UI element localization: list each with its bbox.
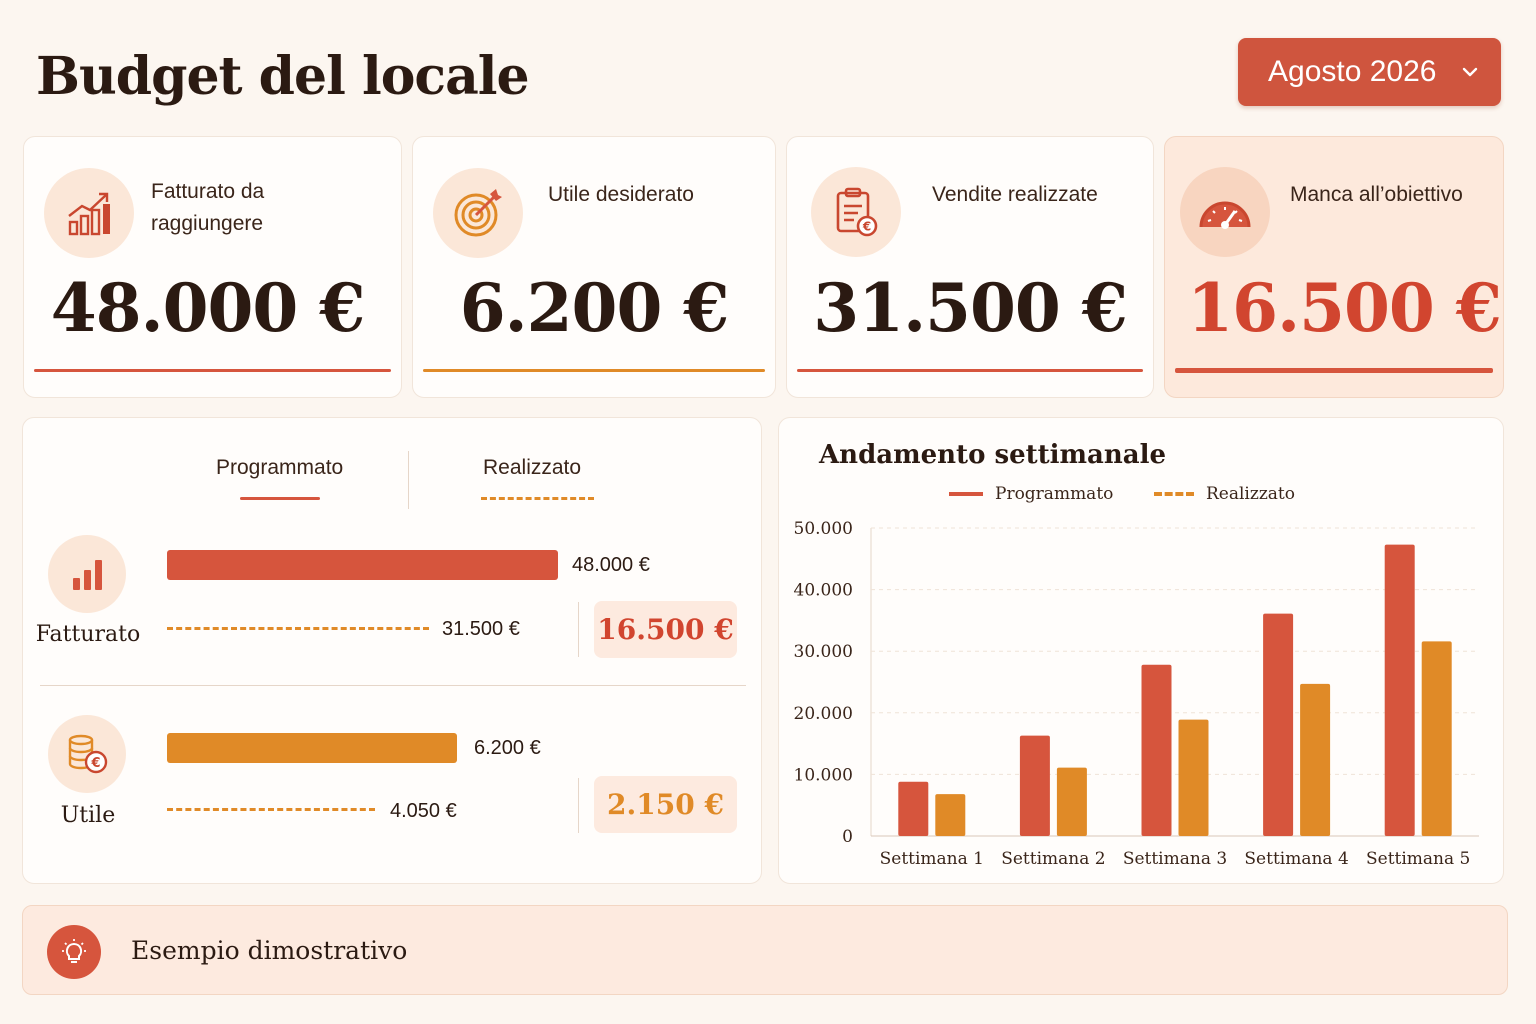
row-divider	[578, 602, 579, 657]
y-tick-label: 0	[842, 827, 853, 847]
kpi-label: Vendite realizzate	[932, 183, 1098, 206]
bar-planned	[1384, 544, 1415, 836]
planned-bar-revenue	[167, 550, 558, 580]
y-tick-label: 50.000	[794, 519, 853, 539]
chart-title: Andamento settimanale	[819, 440, 1167, 470]
actual-amount-profit: 4.050 €	[390, 800, 457, 822]
x-tick-label: Settimana 4	[1244, 849, 1348, 869]
footer-text: Esempio dimostrativo	[131, 936, 408, 965]
bar-actual	[1421, 641, 1452, 836]
actual-amount-revenue: 31.500 €	[442, 618, 520, 640]
row-label-revenue: Fatturato	[35, 622, 141, 647]
kpi-card-remaining-to-goal: Manca all’obiettivo 16.500 €	[1164, 136, 1504, 398]
coins-euro-icon: €	[48, 715, 126, 793]
x-tick-label: Settimana 5	[1366, 849, 1470, 869]
kpi-underline	[1175, 368, 1493, 373]
row-divider	[578, 778, 579, 833]
row-separator	[40, 685, 746, 686]
kpi-label: Utile desiderato	[548, 183, 694, 206]
y-tick-label: 40.000	[794, 581, 853, 601]
bar-planned	[1019, 735, 1050, 836]
month-selector[interactable]: Agosto 2026	[1238, 38, 1501, 106]
comparison-panel: Programmato Realizzato Fatturato 48.000 …	[22, 417, 762, 884]
bar-chart: 0 10.000 20.000 30.000 40.000 50.000 Settimana…	[794, 519, 1479, 869]
tab-divider	[408, 451, 409, 509]
x-tick-label: Settimana 1	[880, 849, 984, 869]
lightbulb-icon	[47, 925, 101, 979]
x-tick-label: Settimana 3	[1123, 849, 1227, 869]
tab-planned-indicator	[240, 497, 320, 500]
planned-bar-profit	[167, 733, 457, 763]
weekly-chart-panel: Andamento settimanale Programmato Realiz…	[778, 417, 1504, 884]
legend-planned-label: Programmato	[995, 484, 1114, 504]
kpi-value: 31.500 €	[813, 269, 1128, 347]
tab-planned[interactable]: Programmato	[216, 456, 344, 479]
footer-note: Esempio dimostrativo	[22, 905, 1508, 995]
month-selector-label: Agosto 2026	[1268, 55, 1437, 88]
legend-planned-swatch	[949, 492, 983, 496]
legend-actual-swatch	[1154, 492, 1194, 496]
actual-line-profit	[167, 808, 375, 811]
kpi-card-sales-achieved: € Vendite realizzate 31.500 €	[786, 136, 1154, 398]
kpi-value: 48.000 €	[50, 269, 366, 347]
target-icon	[433, 168, 523, 258]
tab-actual-indicator	[481, 497, 594, 500]
tab-actual[interactable]: Realizzato	[483, 456, 582, 479]
y-tick-label: 10.000	[794, 765, 853, 785]
bar-planned	[1263, 613, 1294, 836]
chart-trend-icon	[44, 168, 134, 258]
legend-planned: Programmato	[949, 484, 1113, 504]
remaining-badge-revenue: 16.500 €	[594, 601, 737, 658]
kpi-value: 16.500 €	[1187, 269, 1502, 347]
kpi-underline	[34, 369, 391, 372]
kpi-underline	[423, 369, 765, 372]
kpi-card-revenue-target: Fatturato da raggiungere 48.000 €	[23, 136, 402, 398]
svg-text:€: €	[90, 756, 100, 771]
y-tick-label: 30.000	[794, 642, 853, 662]
bar-actual	[1300, 683, 1331, 836]
kpi-card-desired-profit: Utile desiderato 6.200 €	[412, 136, 776, 398]
bar-chart-icon	[48, 535, 126, 613]
planned-amount-revenue: 48.000 €	[572, 554, 650, 576]
bar-actual	[1178, 719, 1209, 836]
page-title: Budget del locale	[36, 46, 530, 107]
kpi-underline	[797, 369, 1143, 372]
kpi-label: Fatturato da raggiungere	[151, 180, 265, 235]
x-tick-label: Settimana 2	[1001, 849, 1105, 869]
bar-planned	[1141, 664, 1172, 836]
remaining-badge-profit: 2.150 €	[594, 776, 737, 833]
y-tick-label: 20.000	[794, 704, 853, 724]
clipboard-euro-icon: €	[811, 167, 901, 257]
bar-planned	[898, 781, 929, 836]
chevron-down-icon	[1462, 67, 1478, 77]
gauge-icon	[1180, 167, 1270, 257]
planned-amount-profit: 6.200 €	[474, 737, 541, 759]
row-label-profit: Utile	[60, 803, 116, 828]
bar-actual	[1056, 767, 1087, 836]
actual-line-revenue	[167, 627, 429, 630]
bar-actual	[935, 794, 966, 836]
legend-actual: Realizzato	[1154, 484, 1295, 504]
legend-actual-label: Realizzato	[1206, 484, 1295, 504]
svg-text:€: €	[862, 220, 871, 234]
kpi-value: 6.200 €	[459, 269, 730, 347]
kpi-label: Manca all’obiettivo	[1290, 183, 1463, 206]
